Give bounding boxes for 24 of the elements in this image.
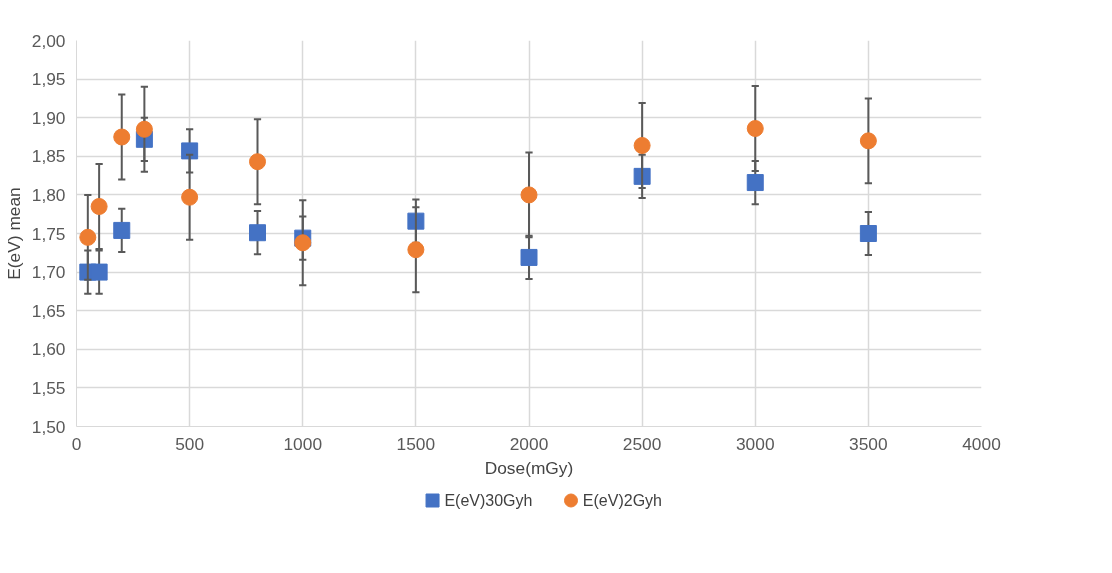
x-tick-label: 3500 [849,433,888,454]
legend-label: E(eV)30Gyh [444,492,533,509]
x-tick-label: 3000 [735,433,775,454]
y-tick-label: 1,75 [31,223,66,244]
y-tick-label: 1,55 [31,377,66,398]
x-tick-label: 2500 [622,433,662,454]
x-tick-label: 4000 [962,433,1001,454]
y-axis-title: E(eV) mean [3,187,24,280]
legend-label: E(eV)2Gyh [582,492,663,509]
y-tick-label: 1,85 [31,146,66,167]
x-tick-label: 2000 [509,433,549,454]
x-tick-label: 1000 [283,433,323,454]
y-tick-label: 1,70 [31,262,66,283]
x-tick-label: 500 [175,433,205,454]
y-tick-label: 1,50 [31,416,66,437]
x-tick-label: 1500 [396,433,436,454]
y-tick-label: 1,90 [31,107,66,128]
y-tick-label: 2,00 [31,30,66,51]
y-tick-label: 1,65 [31,300,66,321]
y-tick-label: 1,80 [31,184,66,205]
y-tick-label: 1,95 [31,69,66,90]
y-tick-label: 1,60 [31,339,66,360]
x-axis-title: Dose(mGy) [484,457,574,478]
x-tick-label: 0 [71,433,82,454]
